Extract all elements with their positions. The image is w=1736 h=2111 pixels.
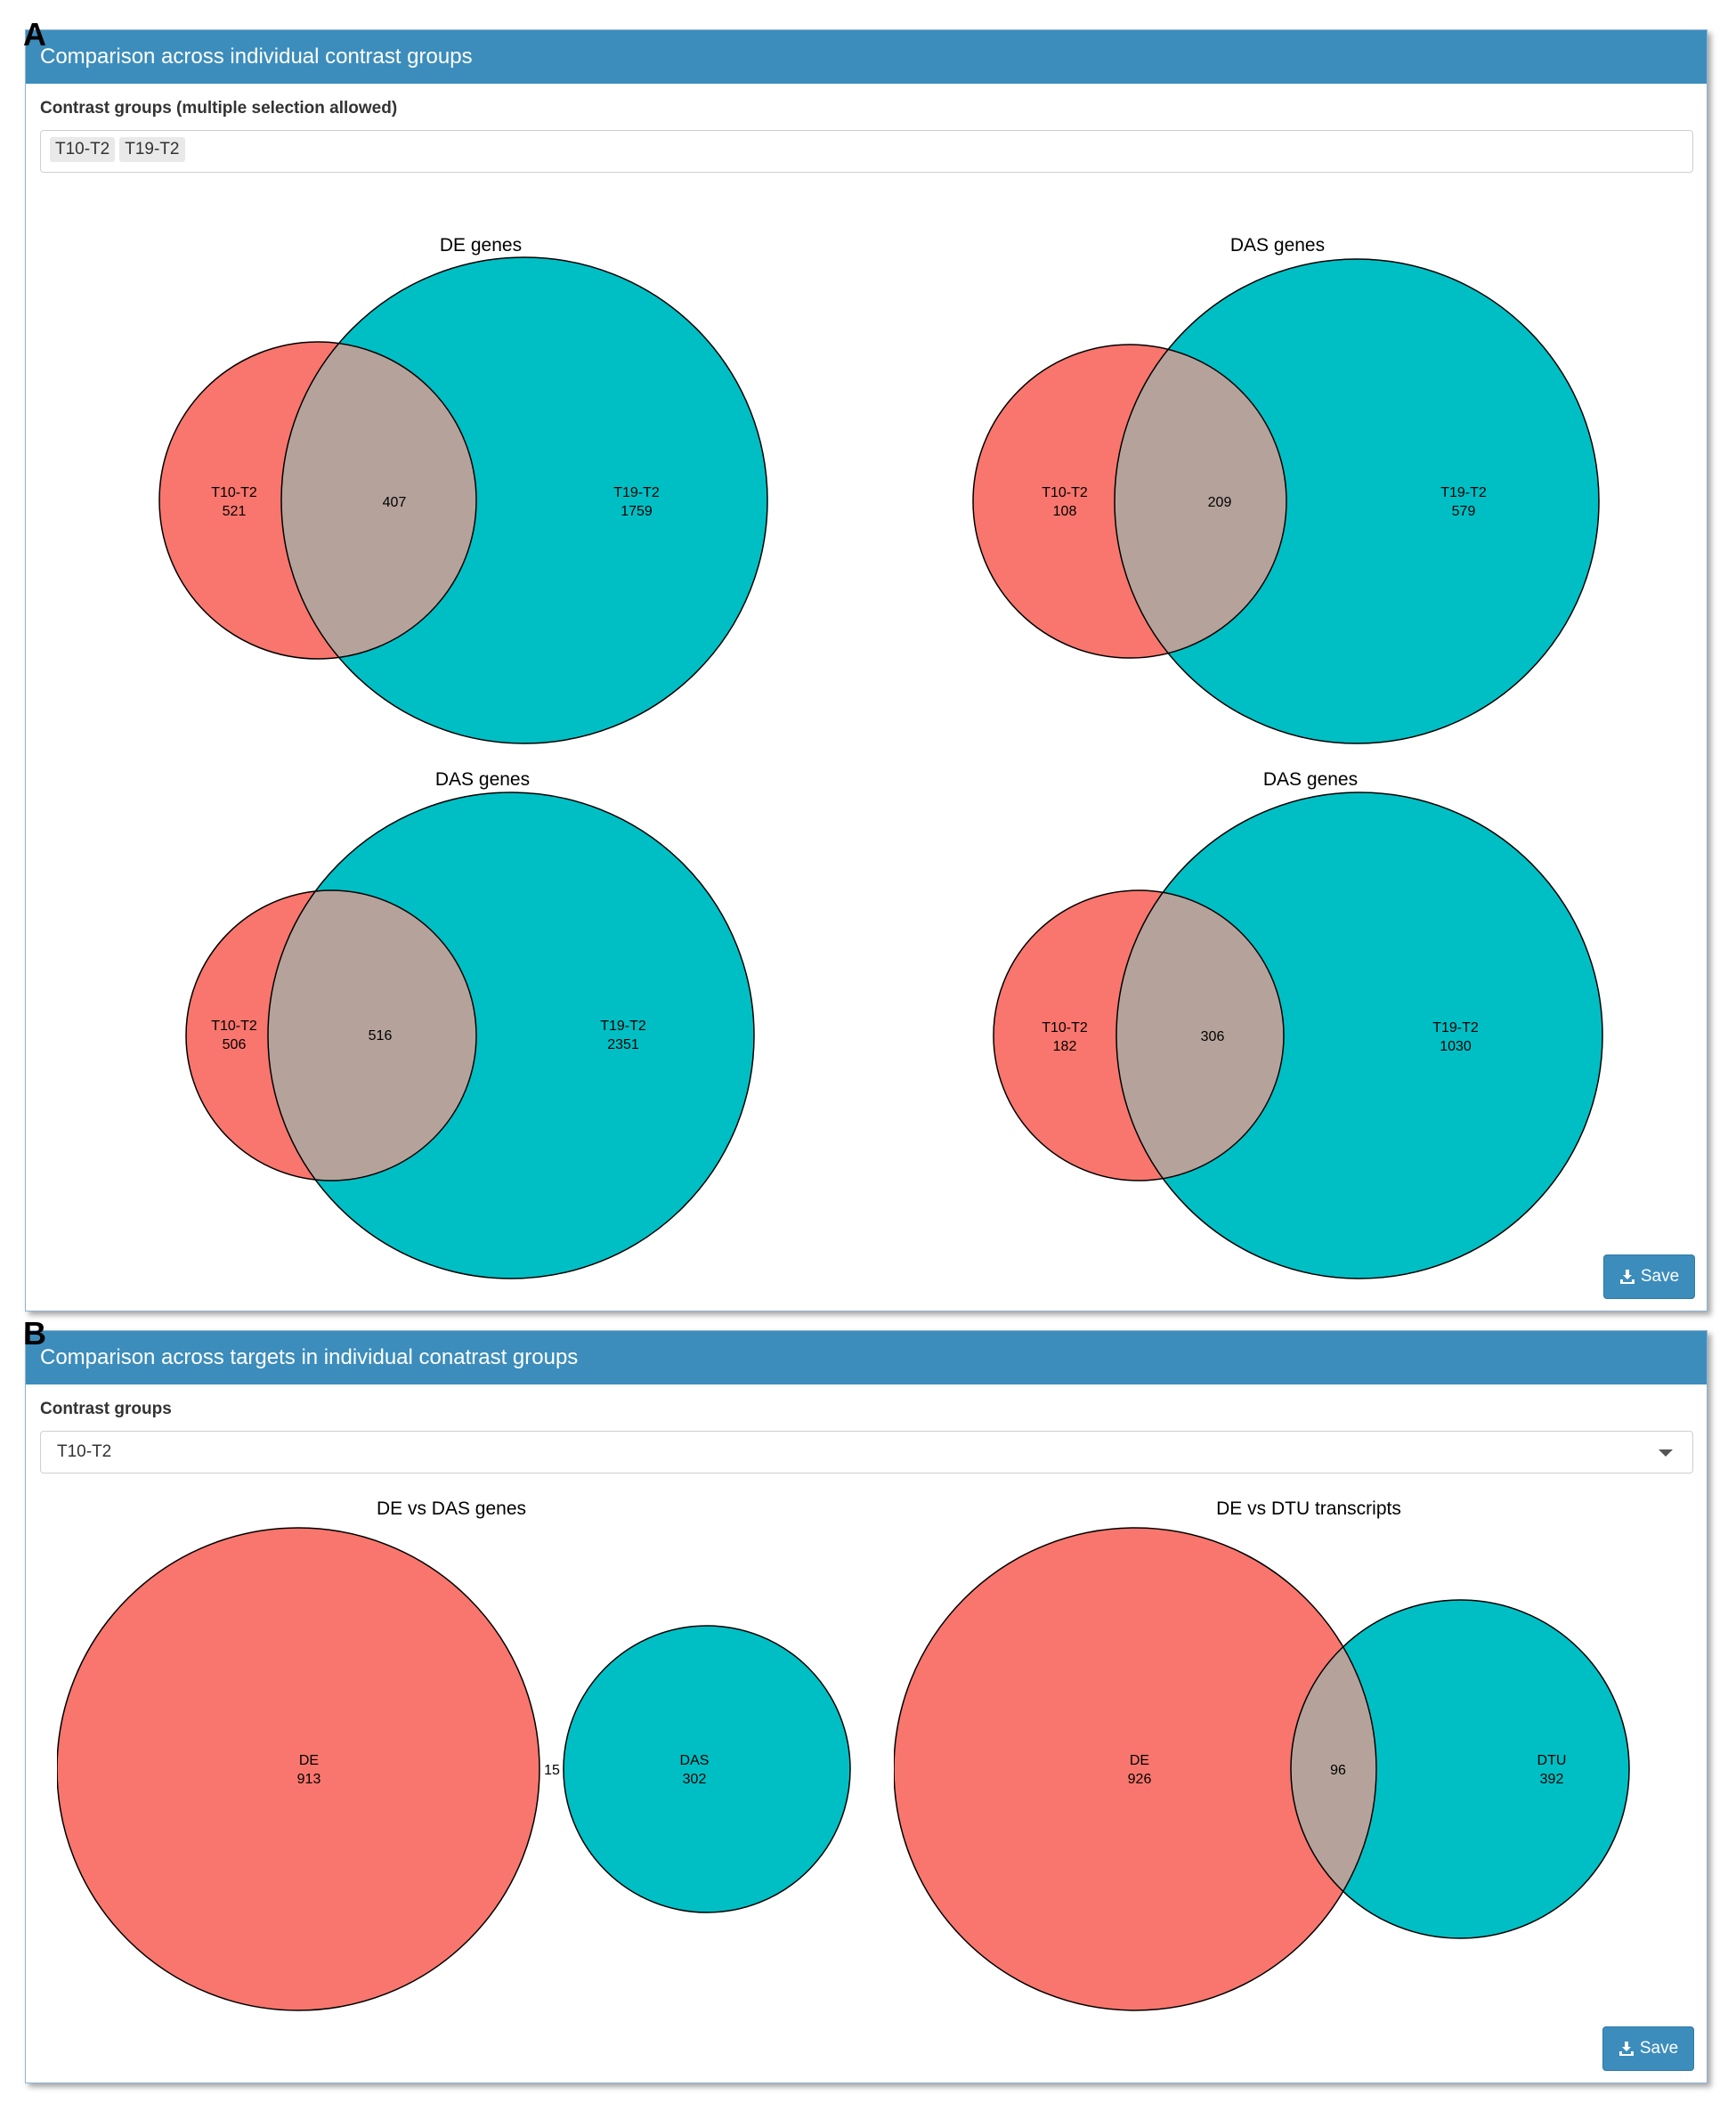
venn-circle-right (1115, 259, 1599, 743)
venn-title: DE genes (440, 235, 522, 256)
venn-title: DE vs DAS genes (377, 1498, 526, 1519)
venn-right-count: 302 (683, 1772, 707, 1787)
venn-title: DAS genes (1263, 769, 1358, 790)
venn-outline-left (972, 344, 1287, 659)
venn-left-name: T10-T2 (211, 485, 257, 500)
venn-left-count: 506 (223, 1037, 247, 1052)
panel-target-comparison: Comparison across targets in individual … (25, 1330, 1708, 2083)
venn-overlap-count: 15 (544, 1763, 560, 1778)
venn-overlap-count: 407 (383, 495, 407, 510)
figure-label-a: A (23, 16, 46, 53)
contrast-group-label: Contrast groups (40, 1400, 172, 1418)
venn-overlap-count: 209 (1208, 495, 1232, 510)
chevron-down-icon[interactable] (1659, 1449, 1673, 1457)
contrast-groups-label: Contrast groups (multiple selection allo… (40, 99, 398, 118)
venn-circle-right (1116, 792, 1602, 1279)
venn-right-count: 579 (1452, 504, 1476, 519)
venn-right-name: DTU (1537, 1753, 1567, 1768)
venn-left-count: 182 (1053, 1039, 1077, 1054)
venn-right-count: 1030 (1440, 1039, 1472, 1054)
venn-de-vs-das: DE vs DAS genes DE 913 15 DAS 302 (57, 1479, 858, 2031)
venn-outline-right (280, 256, 768, 744)
venn-overlap-count: 306 (1201, 1029, 1225, 1044)
venn-das-genes-3: DAS genes T10-T2 182 306 T19-T2 1030 (943, 728, 1655, 1280)
venn-das-genes-2: DAS genes T10-T2 506 516 T19-T2 2351 (115, 728, 827, 1280)
venn-left-name: T10-T2 (1042, 1020, 1088, 1035)
venn-overlap-count: 516 (369, 1028, 393, 1043)
venn-overlap-count: 96 (1330, 1763, 1346, 1778)
venn-right-count: 1759 (621, 504, 653, 519)
venn-left-name: T10-T2 (211, 1019, 257, 1034)
venn-de-genes: DE genes T10-T2 521 407 T19-T2 1759 (115, 194, 827, 746)
venn-left-count: 926 (1128, 1772, 1152, 1787)
venn-das-genes-1: DAS genes T10-T2 108 209 T19-T2 579 (943, 194, 1655, 746)
venn-outline-right (563, 1625, 851, 1913)
venn-outline-left (894, 1527, 1377, 2011)
venn-left-name: DE (299, 1753, 319, 1768)
venn-circle-left (894, 1528, 1376, 2010)
panel-a-header: Comparison across individual contrast gr… (26, 30, 1707, 84)
download-icon (1619, 1270, 1635, 1284)
venn-title: DAS genes (435, 769, 530, 790)
save-button[interactable]: Save (1603, 1254, 1695, 1299)
venn-outline-right (267, 792, 755, 1279)
figure-label-b: B (23, 1315, 46, 1352)
contrast-groups-multiselect[interactable]: T10-T2 T19-T2 (40, 130, 1693, 173)
contrast-group-select[interactable]: T10-T2 (40, 1431, 1693, 1474)
venn-outline-right (1290, 1599, 1630, 1939)
venn-outline-left (57, 1527, 540, 2011)
venn-circle-left (57, 1528, 539, 2010)
venn-right-name: DAS (680, 1753, 710, 1768)
venn-title: DE vs DTU transcripts (1216, 1498, 1401, 1519)
venn-outline-left (185, 889, 477, 1181)
save-button-label: Save (1639, 2039, 1679, 2058)
selected-tag-t10-t2[interactable]: T10-T2 (50, 137, 116, 162)
venn-right-name: T19-T2 (1432, 1020, 1479, 1035)
venn-overlap (268, 890, 476, 1181)
venn-circle-right (1291, 1600, 1629, 1938)
venn-right-count: 2351 (607, 1037, 639, 1052)
panel-b-header: Comparison across targets in individual … (26, 1331, 1707, 1384)
download-icon (1618, 2042, 1634, 2056)
venn-right-name: T19-T2 (600, 1019, 646, 1034)
venn-outline-right (1114, 258, 1600, 744)
venn-left-count: 913 (297, 1772, 321, 1787)
venn-title: DAS genes (1230, 235, 1325, 256)
venn-left-count: 108 (1053, 504, 1077, 519)
selected-tag-t19-t2[interactable]: T19-T2 (119, 137, 185, 162)
save-button-label: Save (1640, 1267, 1680, 1286)
panel-contrast-comparison: Comparison across individual contrast gr… (25, 29, 1708, 1311)
venn-right-count: 392 (1540, 1772, 1564, 1787)
contrast-group-select-value: T10-T2 (57, 1442, 112, 1461)
venn-right-name: T19-T2 (613, 485, 660, 500)
venn-left-name: DE (1130, 1753, 1149, 1768)
venn-outline-left (993, 889, 1285, 1181)
save-button-b[interactable]: Save (1602, 2026, 1694, 2071)
venn-left-count: 521 (223, 504, 247, 519)
venn-circle-right (564, 1626, 850, 1912)
venn-left-name: T10-T2 (1042, 485, 1088, 500)
venn-overlap (281, 342, 476, 659)
venn-de-vs-dtu: DE vs DTU transcripts DE 926 96 DTU 392 (894, 1479, 1695, 2031)
venn-right-name: T19-T2 (1440, 485, 1487, 500)
venn-outline-right (1115, 792, 1603, 1279)
venn-outline-left (158, 341, 477, 660)
